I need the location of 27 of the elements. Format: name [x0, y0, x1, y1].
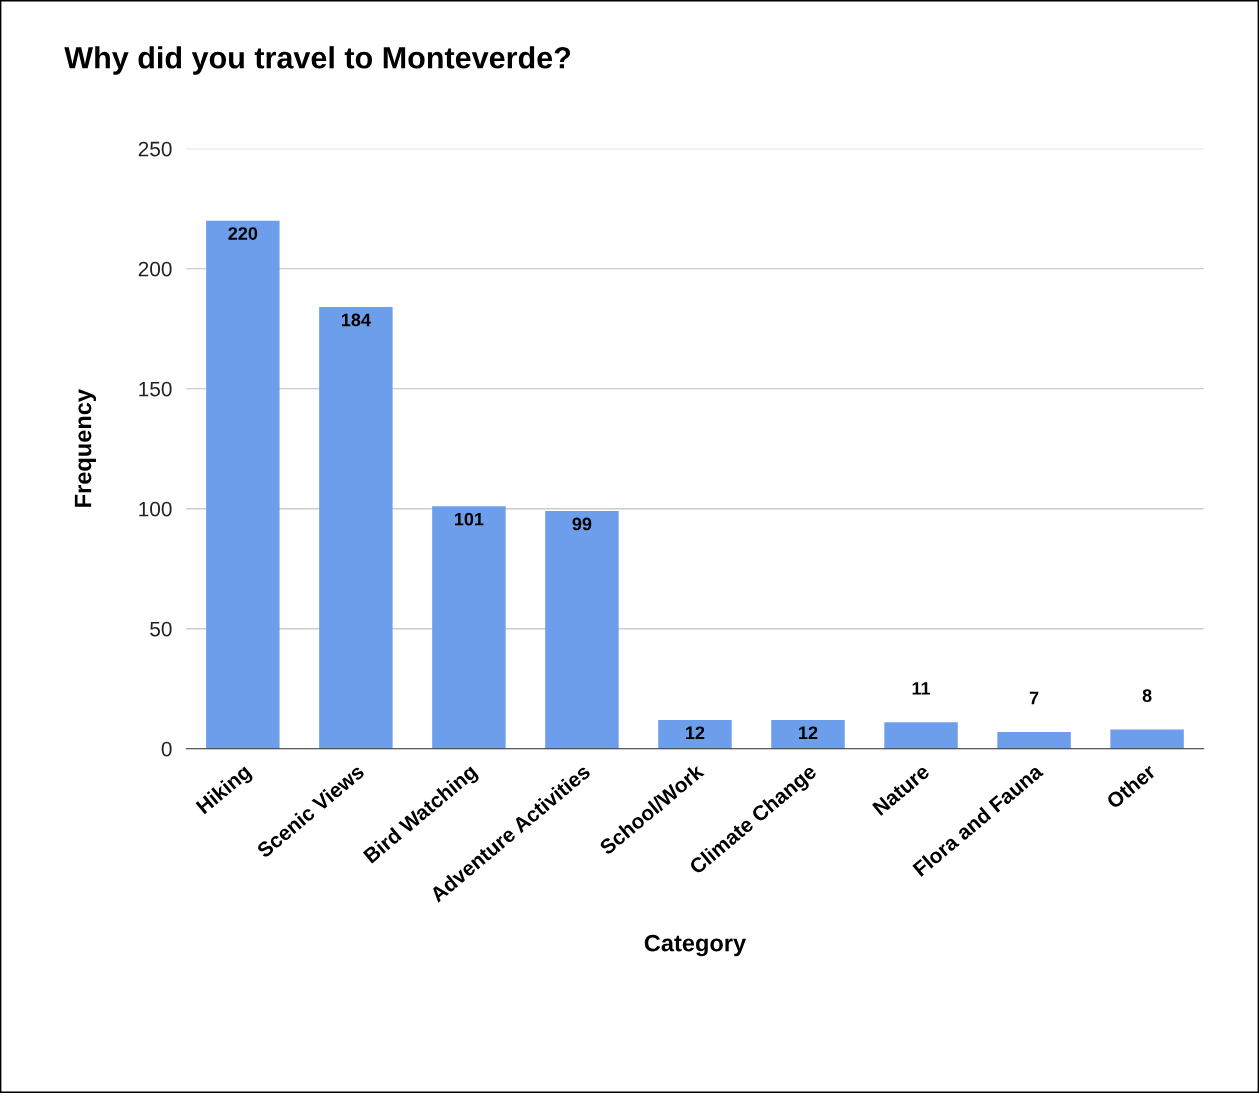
- y-tick-label: 0: [161, 741, 172, 757]
- bar: [319, 307, 393, 749]
- y-axis-title: Frequency: [74, 389, 97, 507]
- data-label: 12: [799, 726, 818, 739]
- y-tick-label: 250: [138, 141, 172, 157]
- bar: [658, 719, 732, 749]
- chart-title: Why did you travel to Monteverde?: [64, 46, 571, 75]
- data-label: 101: [454, 512, 484, 526]
- y-tick-label: 150: [139, 381, 172, 397]
- data-label: 12: [686, 726, 705, 739]
- data-label: 184: [341, 313, 371, 327]
- bar: [545, 511, 619, 749]
- bar: [432, 506, 506, 749]
- y-tick-label: 100: [139, 501, 172, 517]
- data-label: 99: [572, 517, 592, 531]
- data-label: 11: [912, 682, 931, 695]
- x-axis-title: Category: [644, 934, 747, 957]
- bar: [997, 731, 1071, 749]
- bar: [884, 722, 958, 749]
- data-label: 8: [1142, 689, 1152, 702]
- bar: [771, 719, 845, 749]
- data-label: 7: [1029, 691, 1039, 705]
- data-label: 220: [228, 227, 258, 240]
- bar: [1110, 729, 1184, 749]
- y-tick-label: 200: [138, 261, 172, 277]
- bar: [206, 220, 280, 749]
- y-tick-label: 50: [150, 621, 172, 637]
